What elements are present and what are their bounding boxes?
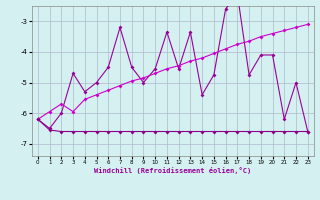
- X-axis label: Windchill (Refroidissement éolien,°C): Windchill (Refroidissement éolien,°C): [94, 167, 252, 174]
